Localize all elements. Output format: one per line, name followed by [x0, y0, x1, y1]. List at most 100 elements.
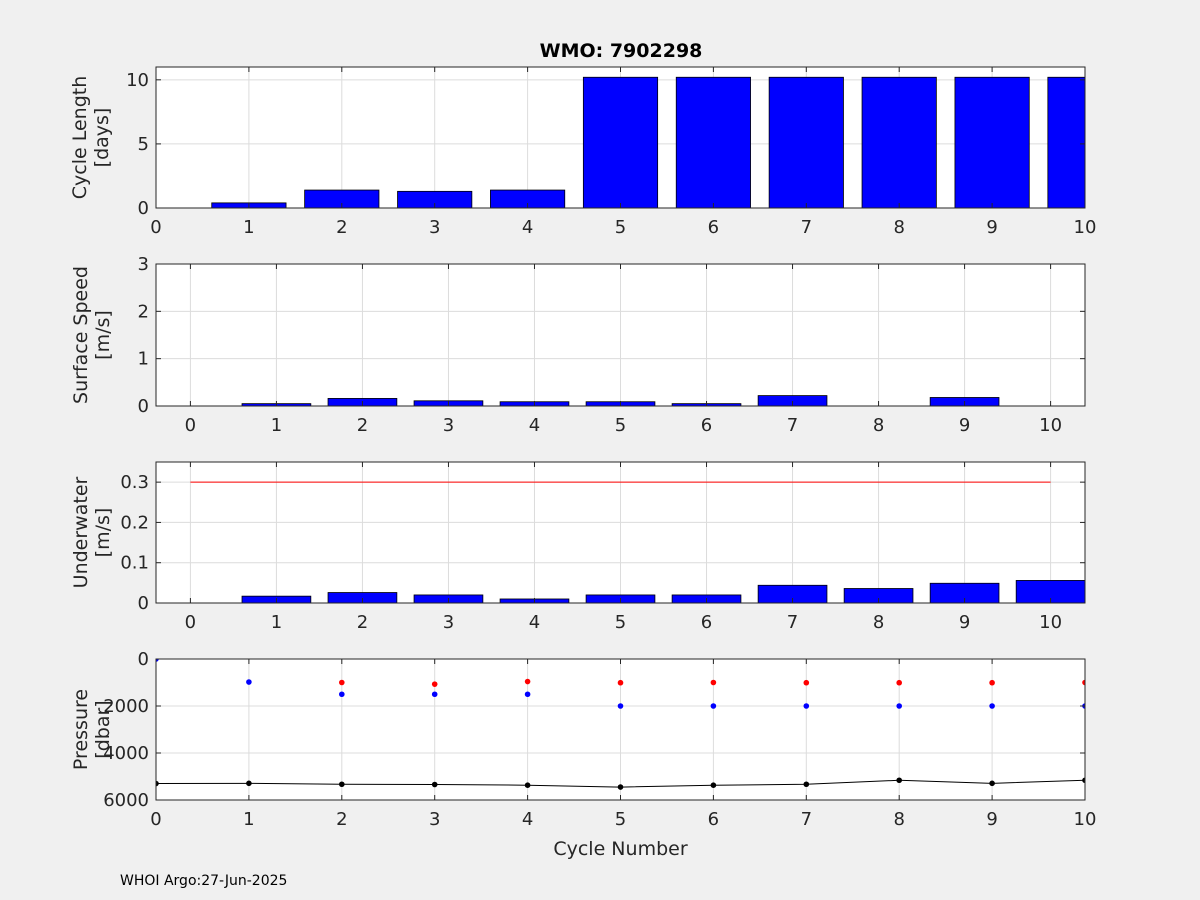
y-tick-label: 3 — [138, 254, 149, 275]
x-tick-label: 9 — [986, 809, 997, 830]
x-tick-label: 0 — [150, 217, 161, 238]
x-tick-label: 7 — [787, 415, 798, 436]
bar-cycle-3 — [397, 190, 473, 208]
x-tick-label: 2 — [357, 415, 368, 436]
point-black-cycle-3 — [431, 781, 438, 788]
x-tick-label: 5 — [615, 612, 626, 633]
point-black-cycle-6 — [710, 782, 717, 788]
y-tick-label: 1 — [138, 349, 149, 370]
point-black-cycle-8 — [896, 777, 902, 784]
point-blue-cycle-2 — [339, 691, 345, 698]
point-red-cycle-3 — [431, 681, 438, 687]
x-tick-label: 7 — [787, 612, 798, 633]
point-black-cycle-10 — [1082, 777, 1085, 784]
point-red-cycle-9 — [989, 679, 995, 686]
x-tick-label: 4 — [522, 217, 533, 238]
x-tick-label: 2 — [336, 809, 347, 830]
x-tick-label: 1 — [271, 612, 282, 633]
x-tick-label: 0 — [150, 809, 161, 830]
x-tick-label: 2 — [357, 612, 368, 633]
y-axis-label: [m/s] — [92, 508, 114, 558]
x-tick-label: 0 — [185, 612, 196, 633]
point-blue-cycle-5 — [617, 703, 624, 709]
bar-cycle-8 — [861, 76, 937, 208]
x-tick-label: 1 — [271, 415, 282, 436]
y-tick-label: 4000 — [103, 743, 149, 764]
point-blue-cycle-0 — [156, 659, 159, 662]
y-tick-label: 0 — [138, 396, 149, 417]
x-tick-label: 6 — [708, 809, 719, 830]
x-tick-label: 3 — [429, 217, 440, 238]
point-blue-cycle-3 — [431, 691, 438, 698]
x-tick-label: 10 — [1074, 809, 1097, 830]
point-black-cycle-2 — [339, 781, 345, 788]
y-axis-label: [dbar] — [92, 700, 114, 758]
point-red-cycle-5 — [617, 679, 624, 686]
point-red-cycle-6 — [710, 679, 717, 686]
point-black-cycle-7 — [803, 781, 810, 788]
x-tick-label: 8 — [873, 612, 884, 633]
x-tick-label: 4 — [529, 612, 540, 633]
chart-title: WMO: 7902298 — [540, 40, 703, 62]
y-tick-label: 2 — [138, 301, 149, 322]
point-blue-cycle-6 — [710, 703, 717, 709]
point-red-cycle-10 — [1082, 679, 1085, 686]
x-tick-label: 5 — [615, 809, 626, 830]
point-black-cycle-1 — [246, 780, 252, 787]
x-tick-label: 1 — [243, 217, 254, 238]
point-black-cycle-9 — [989, 780, 995, 787]
panel-4: 0 1 2 3 4 5 6 7 8 9 10 0 2000 4000 6000 Pressure [dbar] C… — [70, 649, 1096, 860]
x-tick-label: 0 — [185, 415, 196, 436]
panel-2: 0 1 2 3 4 5 6 7 8 9 10 0 1 2 3 Surface Speed [m/s] — [70, 254, 1086, 436]
x-tick-label: 8 — [893, 217, 904, 238]
y-tick-label: 2000 — [103, 696, 149, 717]
x-tick-label: 3 — [443, 612, 454, 633]
point-blue-cycle-8 — [896, 703, 902, 709]
point-blue-cycle-1 — [246, 679, 252, 685]
y-tick-label: 0 — [138, 649, 149, 670]
y-tick-label: 0.2 — [120, 512, 149, 533]
x-tick-label: 5 — [615, 415, 626, 436]
bar-cycle-2 — [304, 189, 380, 208]
plot-content — [211, 76, 1085, 208]
footer-credit: WHOI Argo:27-Jun-2025 — [120, 873, 288, 889]
x-tick-label: 3 — [443, 415, 454, 436]
x-tick-label: 6 — [708, 217, 719, 238]
x-axis-label: Cycle Number — [553, 838, 687, 860]
bar-cycle-10 — [1047, 76, 1085, 208]
y-axis-label: Pressure — [70, 689, 92, 770]
plot-content — [156, 659, 1085, 790]
y-axis-label: Cycle Length — [69, 76, 91, 200]
y-axis-label: [m/s] — [92, 310, 114, 360]
point-red-cycle-8 — [896, 679, 902, 686]
bar-cycle-9 — [929, 582, 1000, 603]
bar-cycle-7 — [768, 76, 844, 208]
y-tick-label: 0 — [138, 198, 149, 219]
x-tick-label: 9 — [986, 217, 997, 238]
y-tick-label: 6000 — [103, 790, 149, 811]
x-tick-label: 9 — [959, 612, 970, 633]
x-tick-label: 10 — [1074, 217, 1097, 238]
y-axis-label: Underwater — [70, 476, 92, 588]
point-red-cycle-4 — [524, 678, 531, 685]
y-tick-label: 0.1 — [120, 553, 149, 574]
point-black-cycle-5 — [617, 784, 624, 790]
x-tick-label: 7 — [801, 217, 812, 238]
bar-cycle-7 — [757, 395, 828, 406]
point-red-cycle-2 — [339, 679, 345, 686]
x-tick-label: 7 — [801, 809, 812, 830]
bar-cycle-5 — [582, 76, 659, 208]
panel-3: 0 1 2 3 4 5 6 7 8 9 10 0 0.1 0.2 0.3 Underwater [m/s] — [70, 461, 1086, 633]
y-axis-label: [days] — [91, 108, 113, 168]
point-black-cycle-0 — [156, 780, 159, 787]
x-tick-label: 6 — [701, 415, 712, 436]
bar-cycle-6 — [675, 76, 751, 208]
x-tick-label: 1 — [243, 809, 254, 830]
y-tick-label: 10 — [126, 70, 149, 91]
x-tick-label: 4 — [529, 415, 540, 436]
x-tick-label: 8 — [893, 809, 904, 830]
point-red-cycle-7 — [803, 679, 810, 686]
panel-1: 0 1 2 3 4 5 6 7 8 9 10 0 5 10 Cycle Length [days] — [69, 66, 1097, 238]
x-tick-label: 9 — [959, 415, 970, 436]
